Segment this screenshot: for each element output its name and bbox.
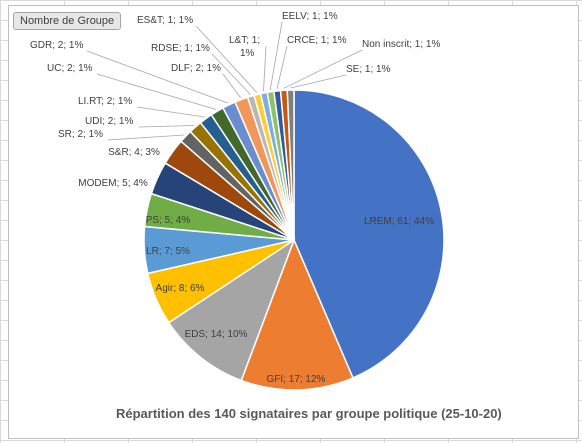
leader-line-rdse [211,53,251,95]
data-label-se: SE; 1; 1% [346,64,391,75]
data-label-modem: MODEM; 5; 4% [78,178,148,189]
leader-line-gdr [86,50,229,104]
pie-slice-eds[interactable] [167,238,296,382]
chart-title: Répartition des 140 signataires par grou… [116,406,502,421]
leader-line-uc [96,73,217,110]
data-label-rdse: RDSE; 1; 1% [151,43,210,54]
leader-line-sr [107,134,185,141]
leader-line-li-rt [136,106,205,118]
data-label-crce: CRCE; 1; 1% [287,35,347,46]
leader-line-l-t [263,45,267,92]
leader-line-dlf [222,73,241,98]
data-label-dlf: DLF; 2; 1% [171,63,221,74]
data-label-udi: UDI; 2; 1% [85,116,133,127]
data-label-lr: LR; 7; 5% [146,246,190,257]
pivot-field-button[interactable]: Nombre de Groupe [13,12,122,30]
data-label-ps: PS; 5; 4% [146,215,191,226]
data-label-li-rt: LI.RT; 2; 1% [78,96,132,107]
leader-line-eelv [269,21,283,90]
leader-line-non-inscrit [283,49,363,89]
data-label-es-t: ES&T; 1; 1% [137,15,193,26]
data-label-s-r: S&R; 4; 3% [108,147,160,158]
leader-line-es-t [195,25,258,93]
pie-slice-gfi[interactable] [240,237,354,391]
pie-slice-se[interactable] [286,89,295,241]
data-label-eds: EDS; 14; 10% [185,329,248,340]
data-label-non-inscrit: Non inscrit; 1; 1% [362,39,440,50]
leader-line-se [290,74,347,89]
leader-line-udi [138,125,195,128]
pie-slice-lrem[interactable] [293,89,445,379]
data-label-sr: SR; 2; 1% [58,129,103,140]
leader-line-crce [276,45,288,90]
data-label-gdr: GDR; 2; 1% [30,40,83,51]
data-label-lrem: LREM; 61; 44% [364,216,434,227]
data-label-l-t: L&T; 1; 1% [229,35,260,59]
data-label-gfi: GFI; 17; 12% [267,374,326,385]
data-label-agir: Agir; 8; 6% [156,283,205,294]
data-label-uc: UC; 2; 1% [47,63,93,74]
data-label-eelv: EELV; 1; 1% [282,11,338,22]
